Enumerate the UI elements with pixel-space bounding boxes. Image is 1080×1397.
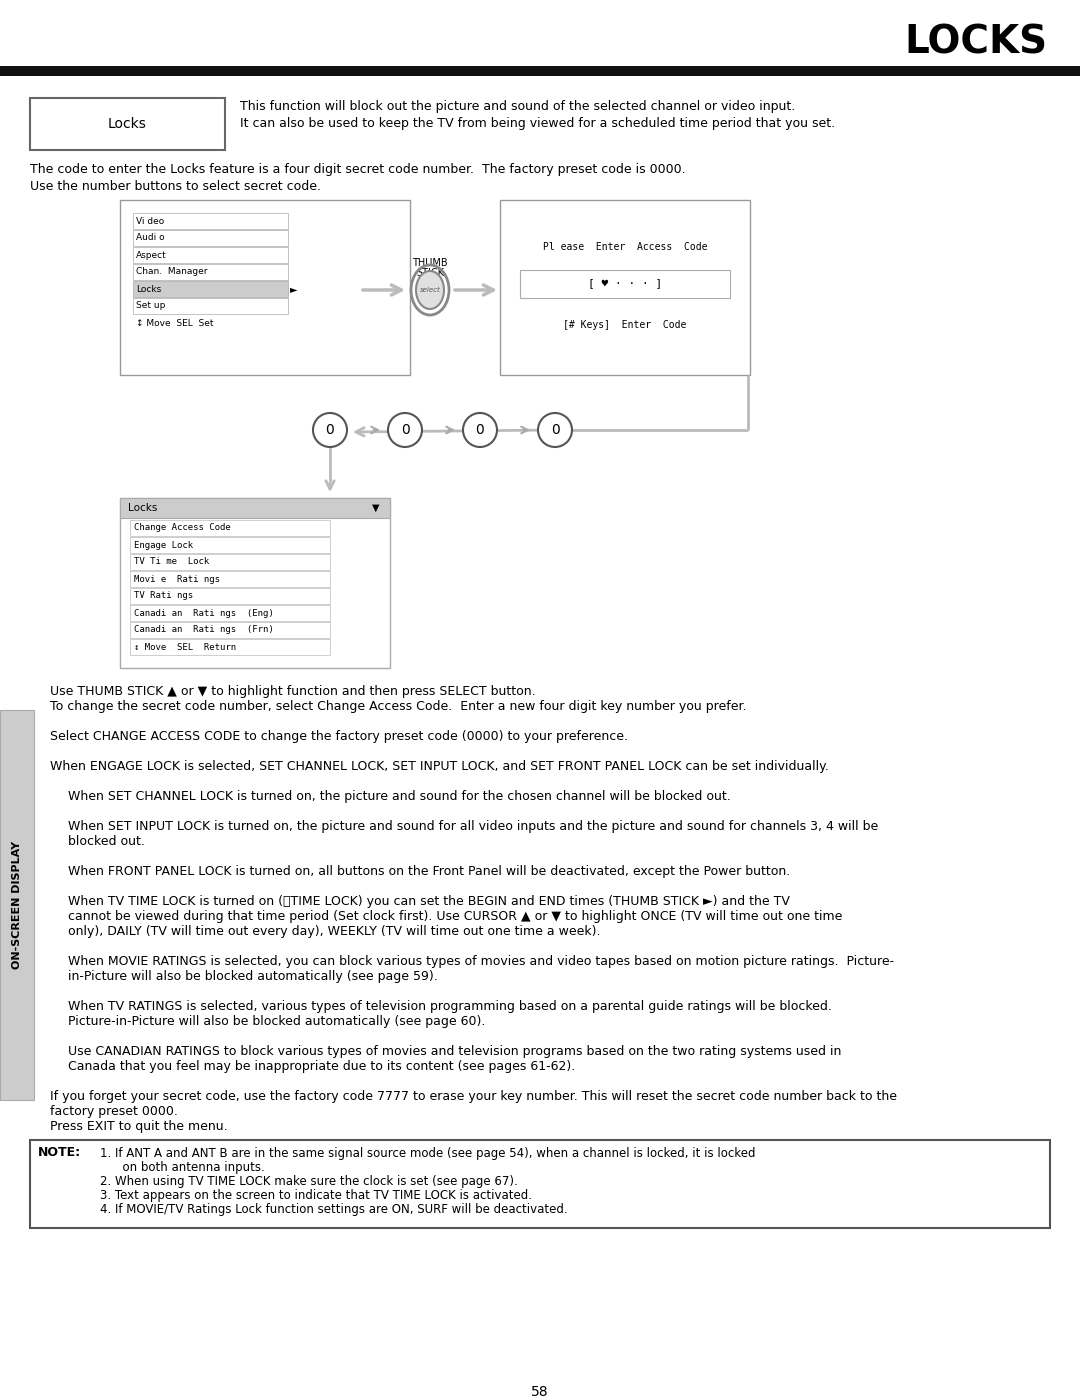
Text: Audi o: Audi o bbox=[136, 233, 164, 243]
Text: When TV TIME LOCK is turned on (⦿TIME LOCK) you can set the BEGIN and END times : When TV TIME LOCK is turned on (⦿TIME LO… bbox=[68, 895, 789, 908]
Text: Press EXIT to quit the menu.: Press EXIT to quit the menu. bbox=[50, 1120, 228, 1133]
Text: factory preset 0000.: factory preset 0000. bbox=[50, 1105, 178, 1118]
Bar bbox=[30, 98, 225, 149]
Text: select: select bbox=[420, 286, 441, 293]
Text: It can also be used to keep the TV from being viewed for a scheduled time period: It can also be used to keep the TV from … bbox=[240, 117, 835, 130]
Text: When MOVIE RATINGS is selected, you can block various types of movies and video : When MOVIE RATINGS is selected, you can … bbox=[68, 956, 894, 968]
Text: When FRONT PANEL LOCK is turned on, all buttons on the Front Panel will be deact: When FRONT PANEL LOCK is turned on, all … bbox=[68, 865, 791, 877]
Text: Canadi an  Rati ngs  (Eng): Canadi an Rati ngs (Eng) bbox=[134, 609, 273, 617]
Bar bbox=[130, 638, 330, 655]
Text: Canadi an  Rati ngs  (Frn): Canadi an Rati ngs (Frn) bbox=[134, 626, 273, 634]
Text: When SET INPUT LOCK is turned on, the picture and sound for all video inputs and: When SET INPUT LOCK is turned on, the pi… bbox=[68, 820, 878, 833]
Text: 0: 0 bbox=[401, 423, 409, 437]
Bar bbox=[133, 247, 288, 263]
Text: 4. If MOVIE/TV Ratings Lock function settings are ON, SURF will be deactivated.: 4. If MOVIE/TV Ratings Lock function set… bbox=[100, 1203, 568, 1215]
Bar bbox=[30, 1140, 1050, 1228]
Bar bbox=[133, 264, 288, 279]
Text: Picture-in-Picture will also be blocked automatically (see page 60).: Picture-in-Picture will also be blocked … bbox=[68, 1016, 485, 1028]
Text: ON-SCREEN DISPLAY: ON-SCREEN DISPLAY bbox=[12, 841, 22, 970]
Bar bbox=[519, 270, 730, 298]
Bar bbox=[0, 66, 1080, 75]
Text: ↕ Move  SEL  Set: ↕ Move SEL Set bbox=[136, 319, 214, 327]
Text: [ ♥ · · · ]: [ ♥ · · · ] bbox=[588, 278, 662, 288]
Text: on both antenna inputs.: on both antenna inputs. bbox=[100, 1161, 265, 1173]
Text: [# Keys]  Enter  Code: [# Keys] Enter Code bbox=[564, 320, 687, 330]
Bar bbox=[133, 281, 288, 298]
Text: Pl ease  Enter  Access  Code: Pl ease Enter Access Code bbox=[543, 242, 707, 251]
Circle shape bbox=[313, 414, 347, 447]
Text: ►: ► bbox=[291, 284, 297, 293]
Bar bbox=[130, 588, 330, 604]
Text: Use THUMB STICK ▲ or ▼ to highlight function and then press SELECT button.: Use THUMB STICK ▲ or ▼ to highlight func… bbox=[50, 685, 536, 698]
Text: THUMB: THUMB bbox=[413, 258, 448, 268]
Text: The code to enter the Locks feature is a four digit secret code number.  The fac: The code to enter the Locks feature is a… bbox=[30, 163, 686, 176]
Bar bbox=[500, 200, 750, 374]
Text: only), DAILY (TV will time out every day), WEEKLY (TV will time out one time a w: only), DAILY (TV will time out every day… bbox=[68, 925, 600, 937]
Ellipse shape bbox=[416, 271, 444, 309]
Circle shape bbox=[463, 414, 497, 447]
Text: 0: 0 bbox=[326, 423, 335, 437]
Text: 0: 0 bbox=[551, 423, 559, 437]
Text: ↕ Move  SEL  Return: ↕ Move SEL Return bbox=[134, 643, 237, 651]
Text: Vi deo: Vi deo bbox=[136, 217, 164, 225]
Text: Locks: Locks bbox=[108, 117, 147, 131]
Text: This function will block out the picture and sound of the selected channel or vi: This function will block out the picture… bbox=[240, 101, 795, 113]
Bar bbox=[120, 497, 390, 668]
Text: cannot be viewed during that time period (Set clock first). Use CURSOR ▲ or ▼ to: cannot be viewed during that time period… bbox=[68, 909, 842, 923]
Text: LOCKS: LOCKS bbox=[905, 24, 1048, 61]
Text: 0: 0 bbox=[475, 423, 484, 437]
Circle shape bbox=[538, 414, 572, 447]
Text: Locks: Locks bbox=[129, 503, 158, 513]
Bar bbox=[130, 555, 330, 570]
Text: When ENGAGE LOCK is selected, SET CHANNEL LOCK, SET INPUT LOCK, and SET FRONT PA: When ENGAGE LOCK is selected, SET CHANNE… bbox=[50, 760, 828, 773]
Bar bbox=[130, 605, 330, 622]
Bar bbox=[133, 231, 288, 246]
Text: Use CANADIAN RATINGS to block various types of movies and television programs ba: Use CANADIAN RATINGS to block various ty… bbox=[68, 1045, 841, 1058]
Text: 1. If ANT A and ANT B are in the same signal source mode (see page 54), when a c: 1. If ANT A and ANT B are in the same si… bbox=[100, 1147, 756, 1160]
Text: in-Picture will also be blocked automatically (see page 59).: in-Picture will also be blocked automati… bbox=[68, 970, 437, 983]
Text: Set up: Set up bbox=[136, 302, 165, 310]
Text: 2. When using TV TIME LOCK make sure the clock is set (see page 67).: 2. When using TV TIME LOCK make sure the… bbox=[100, 1175, 517, 1187]
Text: When SET CHANNEL LOCK is turned on, the picture and sound for the chosen channel: When SET CHANNEL LOCK is turned on, the … bbox=[68, 789, 731, 803]
Text: TV Rati ngs: TV Rati ngs bbox=[134, 591, 193, 601]
Text: TV Ti me  Lock: TV Ti me Lock bbox=[134, 557, 210, 567]
Bar bbox=[133, 298, 288, 314]
Circle shape bbox=[388, 414, 422, 447]
Bar bbox=[130, 536, 330, 553]
Text: 58: 58 bbox=[531, 1384, 549, 1397]
Text: NOTE:: NOTE: bbox=[38, 1146, 81, 1160]
Text: Use the number buttons to select secret code.: Use the number buttons to select secret … bbox=[30, 180, 321, 193]
Text: Chan.  Manager: Chan. Manager bbox=[136, 267, 207, 277]
Text: blocked out.: blocked out. bbox=[68, 835, 145, 848]
Bar bbox=[133, 212, 288, 229]
Text: STICK: STICK bbox=[416, 268, 444, 278]
Text: To change the secret code number, select Change Access Code.  Enter a new four d: To change the secret code number, select… bbox=[50, 700, 746, 712]
Bar bbox=[120, 200, 410, 374]
Text: 3. Text appears on the screen to indicate that TV TIME LOCK is activated.: 3. Text appears on the screen to indicat… bbox=[100, 1189, 532, 1201]
Bar bbox=[0, 710, 33, 1099]
Bar bbox=[130, 571, 330, 587]
Text: Select CHANGE ACCESS CODE to change the factory preset code (0000) to your prefe: Select CHANGE ACCESS CODE to change the … bbox=[50, 731, 627, 743]
Text: Aspect: Aspect bbox=[136, 250, 166, 260]
Bar bbox=[130, 520, 330, 536]
Text: Canada that you feel may be inappropriate due to its content (see pages 61-62).: Canada that you feel may be inappropriat… bbox=[68, 1060, 576, 1073]
Text: If you forget your secret code, use the factory code 7777 to erase your key numb: If you forget your secret code, use the … bbox=[50, 1090, 897, 1104]
Text: When TV RATINGS is selected, various types of television programming based on a : When TV RATINGS is selected, various typ… bbox=[68, 1000, 832, 1013]
Text: Engage Lock: Engage Lock bbox=[134, 541, 193, 549]
Bar bbox=[130, 622, 330, 638]
Text: Locks: Locks bbox=[136, 285, 161, 293]
Bar bbox=[120, 497, 390, 518]
Text: Movi e  Rati ngs: Movi e Rati ngs bbox=[134, 574, 220, 584]
Text: Change Access Code: Change Access Code bbox=[134, 524, 231, 532]
Text: ▼: ▼ bbox=[372, 503, 379, 513]
